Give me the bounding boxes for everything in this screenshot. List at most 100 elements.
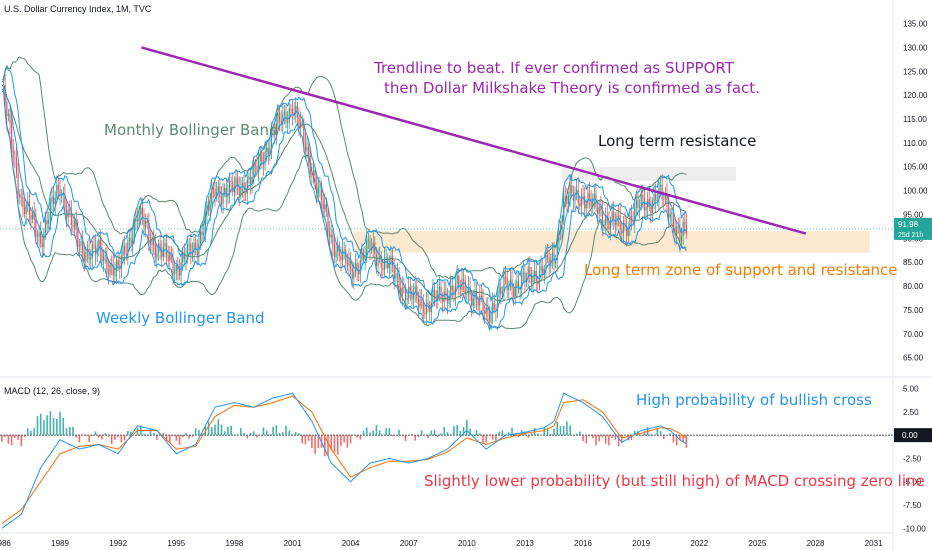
macd-histogram-bar (527, 435, 529, 438)
price-pane[interactable] (0, 46, 893, 331)
candle-body (186, 245, 189, 259)
candle-body (288, 108, 290, 122)
candle-body (253, 163, 255, 178)
time-tick-label: 1998 (225, 539, 243, 548)
time-tick-label: 1986 (0, 539, 11, 548)
candle-body (240, 187, 242, 196)
macd-tick-label: -10.00 (903, 524, 926, 533)
candle-body (424, 313, 426, 315)
macd-histogram-bar (272, 426, 274, 436)
candle-body (124, 245, 126, 254)
candle-body (450, 285, 452, 298)
candle-body (437, 290, 439, 301)
price-tick-label: 115.00 (903, 115, 927, 124)
candle-body (609, 220, 612, 230)
macd-histogram-bar (327, 435, 329, 456)
candle-body (122, 245, 124, 256)
time-tick-label: 2019 (632, 539, 650, 548)
price-tick-label: 100.00 (903, 187, 928, 196)
candle-body (508, 286, 510, 290)
candle-body (170, 252, 173, 259)
candle-body (622, 222, 625, 234)
macd-histogram-bar (340, 435, 342, 446)
macd-histogram-bar (443, 427, 446, 436)
macd-histogram-bar (46, 415, 48, 436)
candle-body (619, 215, 621, 231)
candle-body (183, 252, 185, 260)
candle-body (671, 212, 673, 214)
macd-histogram-bar (165, 435, 168, 442)
candle-body (656, 200, 658, 202)
candle-body (330, 234, 332, 238)
candle-body (290, 108, 292, 110)
macd-histogram-bar (553, 428, 555, 436)
candle-body (498, 286, 500, 296)
candle-body (442, 299, 444, 303)
candle-body (590, 198, 592, 207)
macd-line (1, 392, 687, 529)
macd-histogram-bar (591, 435, 594, 439)
macd-histogram-bar (249, 432, 252, 436)
macd-histogram-bar (240, 428, 242, 436)
macd-histogram-bar (495, 435, 497, 441)
candle-body (592, 198, 594, 207)
candle-body (77, 229, 79, 246)
macd-histogram-bar (72, 426, 74, 436)
candle-body (477, 300, 479, 306)
candle-body (600, 206, 602, 211)
macd-histogram-bar (65, 428, 68, 436)
candle-body (383, 257, 386, 271)
candle-body (629, 215, 631, 228)
candle-body (232, 181, 234, 193)
macd-histogram-bar (1, 435, 3, 442)
candle-body (83, 252, 85, 262)
candle-body (638, 206, 641, 208)
candle-body (372, 242, 374, 249)
candle-body (448, 297, 450, 304)
candle-body (684, 221, 686, 225)
macd-histogram-bar (298, 433, 300, 436)
macd-histogram-bar (104, 433, 107, 436)
candle-body (626, 226, 628, 236)
candle-body (456, 275, 458, 284)
macd-histogram-bar (611, 435, 613, 438)
macd-histogram-bar (278, 433, 281, 436)
macd-histogram-bar (188, 435, 190, 439)
candle-body (466, 293, 468, 295)
candle-body (233, 187, 235, 193)
macd-histogram-bar (101, 435, 103, 440)
candle-body (109, 263, 111, 274)
macd-histogram-bar (491, 435, 494, 440)
macd-histogram-bar (508, 432, 510, 436)
macd-histogram-bar (285, 425, 287, 436)
macd-histogram-bar (256, 435, 258, 438)
candle-body (659, 184, 662, 187)
candle-body (282, 114, 284, 125)
candle-body (348, 258, 350, 266)
candle-body (314, 170, 316, 182)
candle-body (483, 310, 486, 314)
trendline-annotation-line1: Trendline to beat. If ever confirmed as … (374, 59, 734, 77)
candle-body (80, 240, 82, 247)
candle-body (88, 248, 90, 260)
macd-histogram-bar (449, 434, 452, 436)
macd-signal-line (1, 395, 687, 525)
macd-histogram-bar (175, 435, 178, 441)
macd-histogram-bar (94, 431, 97, 436)
candle-body (496, 295, 499, 311)
macd-histogram-bar (556, 421, 559, 436)
candle-body (212, 188, 215, 189)
candle-body (380, 256, 382, 268)
macd-histogram-bar (375, 424, 378, 436)
price-tick-label: 70.00 (903, 330, 924, 339)
candle-body (298, 117, 300, 128)
candle-body (640, 194, 642, 207)
candle-body (209, 203, 211, 211)
candle-body (605, 215, 607, 225)
candle-body (69, 209, 71, 211)
candle-body (346, 263, 348, 266)
trendline[interactable] (141, 46, 807, 235)
macd-pane[interactable] (0, 392, 893, 529)
candle-body (351, 267, 353, 279)
